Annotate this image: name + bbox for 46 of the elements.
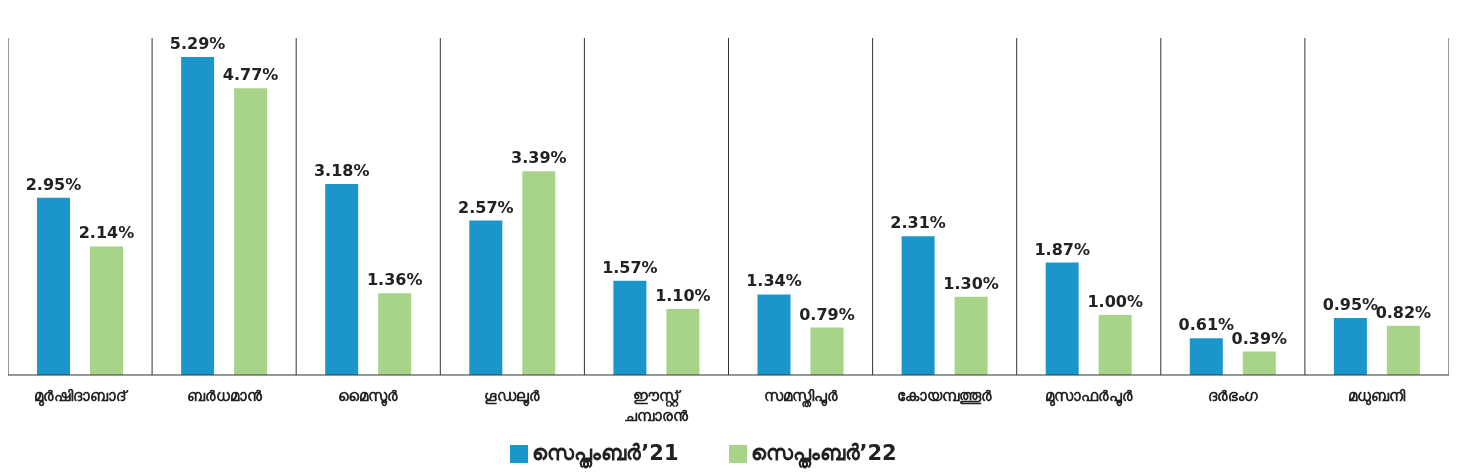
bar [469, 220, 503, 375]
bar [1045, 262, 1079, 375]
x-tick-label: കോയമ്പത്തൂർ [897, 387, 993, 405]
data-label: 4.77% [222, 65, 279, 85]
bar [1242, 351, 1276, 375]
data-label: 3.39% [511, 148, 567, 168]
data-label: 2.57% [458, 197, 514, 217]
data-label: 3.18% [313, 160, 370, 180]
data-label: 5.29% [169, 34, 226, 54]
bar [1098, 314, 1132, 375]
x-tick-label: ദർഭംഗ [1207, 387, 1258, 405]
data-label: 1.30% [943, 273, 999, 293]
bar [90, 246, 123, 375]
bar [1333, 317, 1367, 375]
data-label: 2.31% [890, 213, 946, 233]
data-label: 1.87% [1034, 239, 1090, 259]
data-label: 1.57% [602, 257, 658, 277]
data-label: 1.00% [1087, 291, 1143, 311]
x-tick-label: മധുബനി [1348, 387, 1407, 406]
bar [1189, 338, 1223, 375]
bar [1386, 325, 1420, 375]
bar [810, 327, 844, 375]
data-label: 1.34% [746, 271, 802, 291]
x-tick-label: ബർധമാൻ [186, 387, 263, 405]
x-tick-label: മൈസൂർ [338, 387, 399, 407]
bar [522, 171, 556, 375]
bar [901, 236, 935, 375]
x-tick-label: ഗൂഡലൂർ [484, 387, 541, 407]
data-label: 1.36% [366, 270, 423, 290]
bar [181, 57, 215, 375]
x-tick-label: മുസാഫർപൂർ [1044, 387, 1133, 407]
bar [666, 308, 700, 375]
bar [325, 183, 359, 375]
data-label: 0.79% [799, 304, 855, 324]
x-tick-label: ഈസ്റ്റ് ചമ്പാരൻ [624, 387, 690, 425]
bar [378, 293, 412, 375]
bar [234, 88, 268, 375]
data-label: 2.14% [78, 223, 135, 243]
x-tick-label: മുർഷിദാബാദ് [34, 387, 130, 407]
bar [757, 294, 791, 375]
data-label: 2.95% [25, 174, 82, 194]
bar [613, 280, 647, 375]
x-tick-label: സമസ്തിപൂർ [763, 387, 838, 408]
data-label: 1.10% [655, 285, 711, 305]
bar [954, 296, 988, 375]
bar [37, 197, 70, 375]
